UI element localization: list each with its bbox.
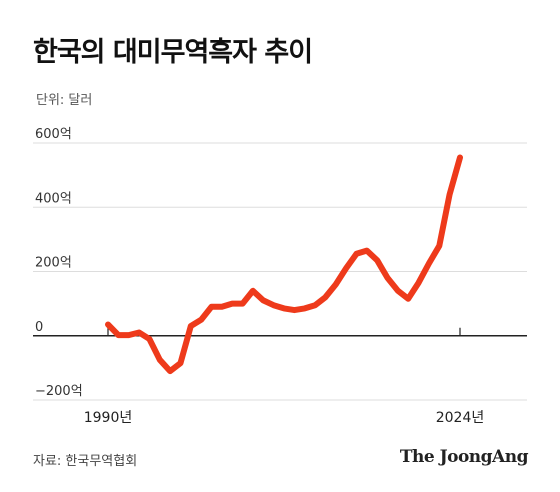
- x-tick-label: 1990년: [84, 410, 133, 426]
- y-tick-label: 0: [35, 320, 43, 335]
- source-note: 자료: 한국무역협회: [33, 454, 138, 469]
- unit-label: 단위: 달러: [36, 93, 93, 108]
- series-line: [105, 154, 463, 375]
- y-tick-label: 200억: [35, 256, 72, 271]
- y-tick-label: 600억: [35, 127, 72, 142]
- y-tick-label: −200억: [35, 384, 83, 399]
- publisher-logo: The JoongAng: [399, 447, 529, 467]
- chart-title: 한국의 대미무역흑자 추이: [33, 37, 313, 68]
- y-tick-label: 400억: [35, 191, 72, 206]
- x-tick-label: 2024년: [436, 410, 485, 426]
